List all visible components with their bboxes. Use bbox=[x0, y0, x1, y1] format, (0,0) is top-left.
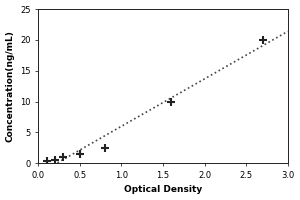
X-axis label: Optical Density: Optical Density bbox=[124, 185, 202, 194]
Y-axis label: Concentration(ng/mL): Concentration(ng/mL) bbox=[6, 30, 15, 142]
